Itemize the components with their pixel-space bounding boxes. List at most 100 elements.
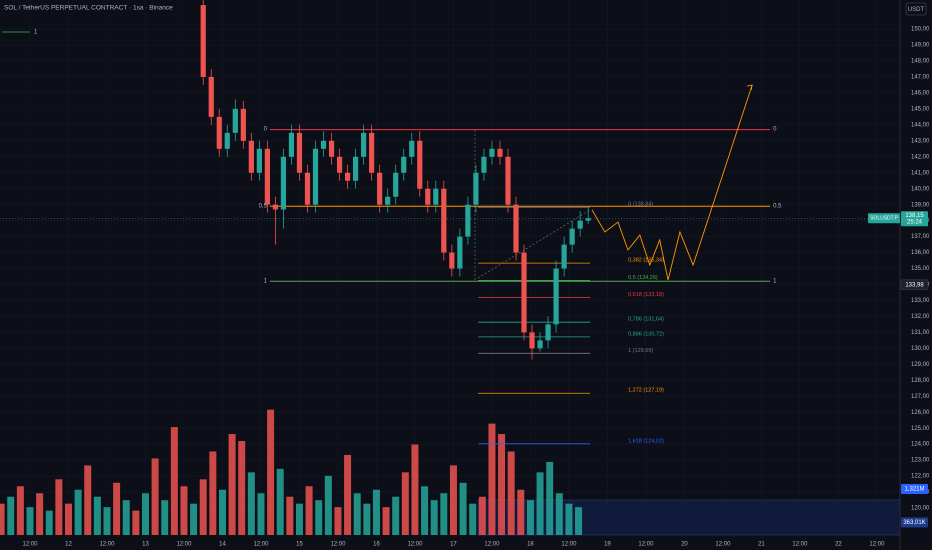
- candle-body: [481, 156, 487, 173]
- y-tick-label: 149,00: [911, 43, 930, 49]
- candle-body: [425, 188, 431, 205]
- volume-bar: [536, 472, 544, 535]
- volume-bar: [324, 475, 332, 535]
- candle-body: [561, 244, 567, 269]
- volume-bar: [190, 503, 198, 535]
- candle-body: [240, 108, 246, 141]
- candle-body: [449, 252, 455, 269]
- candle-body: [232, 108, 238, 133]
- y-tick-label: 126,00: [911, 410, 930, 416]
- y-tick-label: 144,00: [911, 122, 930, 128]
- x-tick-label: 13: [142, 542, 149, 548]
- y-tick-label: 120,00: [911, 506, 930, 512]
- candle-body: [401, 156, 407, 173]
- volume-bar: [546, 461, 554, 535]
- candle-body: [208, 76, 214, 117]
- symbol-badge: [868, 213, 900, 224]
- volume-bar: [411, 444, 419, 535]
- volume-bar: [16, 486, 24, 535]
- chart-title: SOL / TetherUS PERPETUAL CONTRACT · 1sa …: [4, 5, 173, 12]
- volume-bar: [440, 493, 448, 535]
- y-tick-label: 131,00: [911, 330, 930, 336]
- volume-badge: [901, 484, 928, 495]
- candle-body: [537, 340, 543, 349]
- candle-body: [304, 172, 311, 205]
- candle-body: [529, 332, 535, 349]
- candle-body: [569, 228, 575, 245]
- candle-body: [288, 132, 295, 157]
- volume-bar: [363, 503, 371, 535]
- level-label: 0,5: [259, 203, 268, 209]
- level-label: 0: [773, 127, 777, 133]
- candle-body: [353, 156, 359, 181]
- volume-bar: [344, 454, 352, 535]
- volume-bar: [257, 493, 265, 535]
- volume-badge-label: 363,01K: [903, 520, 925, 526]
- fib-label: 1 (129,69): [628, 348, 653, 354]
- candle-body: [393, 172, 399, 197]
- y-tick-label: 147,00: [911, 75, 930, 81]
- y-tick-label: 124,00: [911, 442, 930, 448]
- currency-box[interactable]: [905, 2, 927, 16]
- level-badge: [900, 279, 929, 291]
- x-tick-label: 12:00: [407, 542, 423, 548]
- volume-bar: [575, 507, 583, 535]
- y-tick-label: 137,00: [911, 234, 930, 240]
- volume-bar: [392, 496, 400, 535]
- volume-bar: [132, 510, 140, 535]
- x-tick-label: 12:00: [638, 542, 654, 548]
- volume-bar: [113, 482, 121, 535]
- price-badge: [901, 211, 928, 227]
- projection-arrow: [747, 84, 753, 91]
- candle-body: [336, 156, 343, 173]
- volume-badge: [901, 517, 928, 528]
- volume-bar: [151, 458, 159, 535]
- x-tick-label: 21: [758, 542, 765, 548]
- y-tick-label: 140,00: [911, 186, 930, 192]
- y-tick-label: 133,00: [911, 298, 930, 304]
- candle-body: [224, 132, 230, 149]
- x-tick-label: 19: [604, 542, 611, 548]
- volume-bar: [141, 493, 149, 535]
- candle-body: [280, 156, 287, 210]
- y-tick-label: 136,00: [911, 250, 930, 256]
- candle-body: [441, 188, 447, 253]
- volume-bar: [161, 500, 169, 535]
- fib-label: 0,886 (130,72): [628, 331, 664, 337]
- volume-bar: [36, 493, 44, 535]
- volume-bar: [430, 500, 438, 535]
- y-tick-label: 129,00: [911, 362, 930, 368]
- level-label: 1: [773, 278, 777, 284]
- candle-body: [344, 172, 351, 181]
- candle-body: [200, 5, 206, 77]
- candle-body: [320, 140, 327, 149]
- currency[interactable]: USDT: [908, 7, 925, 13]
- x-tick-label: 17: [450, 542, 457, 548]
- x-tick-label: 12:00: [715, 542, 731, 548]
- candle-body: [553, 268, 559, 325]
- y-tick-label: 125,00: [911, 426, 930, 432]
- volume-bar: [267, 409, 275, 535]
- candle-body: [497, 148, 503, 157]
- level-label: 1: [264, 278, 268, 284]
- x-tick-label: 18: [527, 542, 534, 548]
- volume-bar: [526, 500, 534, 535]
- volume-bar: [353, 493, 361, 535]
- candle-body: [328, 140, 335, 157]
- candle-body: [369, 132, 375, 173]
- volume-bar: [247, 472, 255, 535]
- volume-bar: [238, 441, 246, 535]
- volume-bar: [199, 479, 207, 535]
- y-tick-label: 143,00: [911, 138, 930, 144]
- volume-bar: [565, 503, 573, 535]
- volume-bar: [286, 496, 294, 535]
- y-tick-label: 135,00: [911, 266, 930, 272]
- fib-label: 1,618 (124,02): [628, 438, 664, 444]
- volume-bar: [517, 489, 525, 535]
- volume-bar: [55, 479, 63, 535]
- candle-body: [489, 148, 495, 157]
- candle-body: [465, 204, 471, 237]
- candle-body: [585, 218, 591, 221]
- x-tick-label: 12:00: [99, 542, 115, 548]
